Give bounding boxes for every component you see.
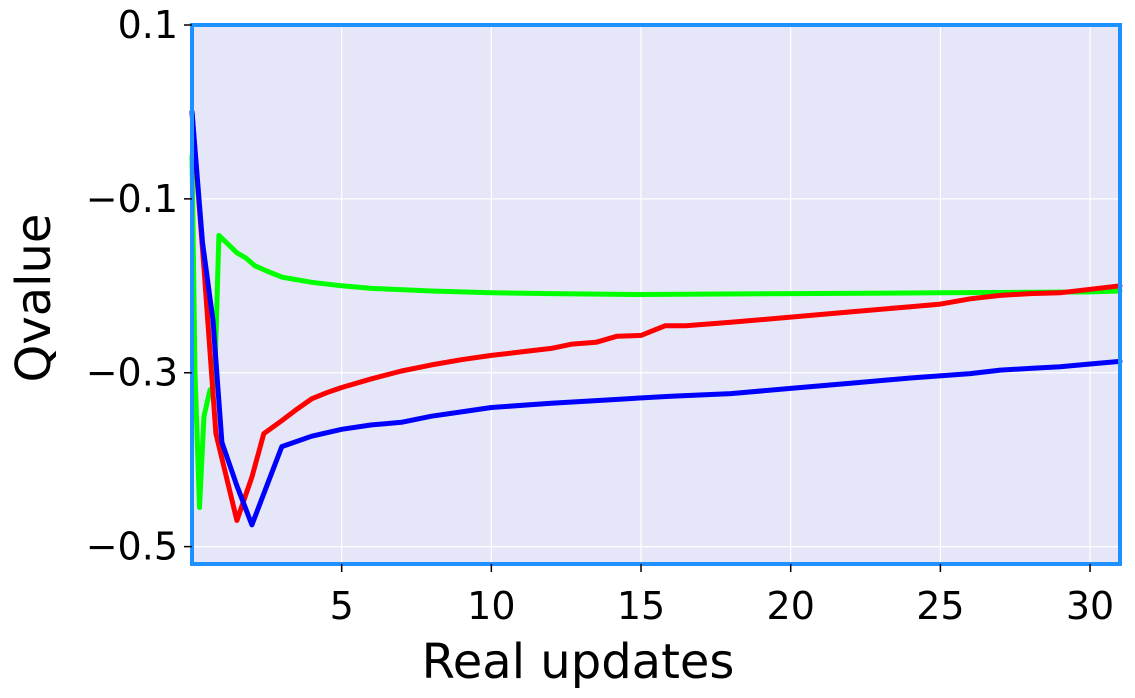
series-line-2 <box>189 152 1123 510</box>
y-tick-label: 0.1 <box>118 3 178 47</box>
ticks <box>184 24 1091 572</box>
x-tick-label: 25 <box>916 584 964 628</box>
y-tick-label: −0.1 <box>86 177 178 221</box>
x-tick-label: 20 <box>767 584 815 628</box>
x-tick-label: 10 <box>467 584 515 628</box>
y-tick-label: −0.5 <box>86 525 178 569</box>
x-tick-label: 5 <box>330 584 354 628</box>
series-group <box>189 109 1123 528</box>
series-line-1 <box>189 109 1123 523</box>
tick-labels: 5 10 15 20 25 30 0.1 −0.1 −0.3 −0.5 <box>86 3 1115 628</box>
plot-frame <box>190 23 1122 566</box>
y-tick-label: −0.3 <box>86 351 178 395</box>
x-tick-label: 15 <box>617 584 665 628</box>
series-line-0 <box>189 109 1123 528</box>
x-axis-label: Real updates <box>422 634 735 690</box>
y-axis-label: Qvalue <box>6 214 62 383</box>
x-tick-label: 30 <box>1066 584 1114 628</box>
